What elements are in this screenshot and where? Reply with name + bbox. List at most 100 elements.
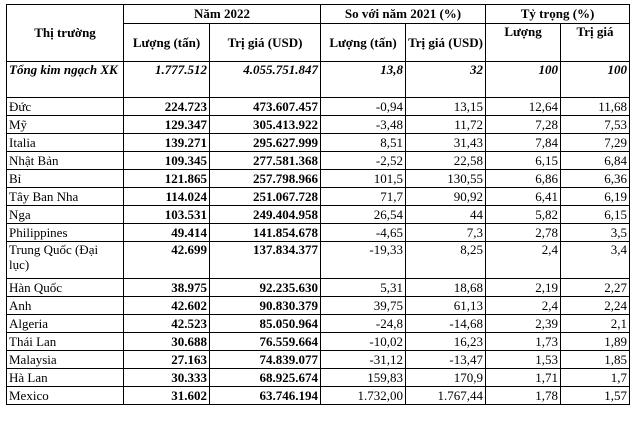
market-cell: Trung Quốc (Đại lục)	[6, 241, 124, 279]
value-change-cell: 16,23	[404, 332, 487, 351]
total-row: Tổng kim ngạch XK 1.777.512 4.055.751.84…	[6, 61, 631, 98]
market-cell: Philippines	[6, 223, 124, 242]
value-change-cell: 44	[404, 205, 487, 224]
value-change-cell: 18,68	[404, 278, 487, 297]
table-row: Nhật Bản 109.345 277.581.368 -2,52 22,58 6,15…	[6, 151, 631, 170]
volume-share-cell: 1,53	[485, 350, 562, 369]
volume-cell: 129.347	[123, 115, 210, 134]
value-cell: 141.854.678	[209, 223, 321, 242]
volume-share-cell: 7,84	[485, 133, 562, 152]
value-change-cell: 31,43	[404, 133, 487, 152]
volume-change-cell: 159,83	[320, 368, 406, 387]
volume-share-cell: 2,78	[485, 223, 562, 242]
table-row: Thái Lan 30.688 76.559.664 -10,02 16,23 1,73 1…	[6, 332, 631, 351]
volume-change-cell: 1.732,00	[320, 386, 406, 405]
header-share: Tỷ trọng (%)	[485, 4, 631, 24]
header-volume-2022: Lượng (tấn)	[123, 23, 210, 62]
volume-share-cell: 1,78	[485, 386, 562, 405]
value-share-cell: 2,1	[560, 314, 631, 333]
value-cell: 473.607.457	[209, 97, 321, 116]
volume-share-cell: 2,4	[485, 296, 562, 315]
header-volume-share: Lượng	[485, 23, 562, 62]
header-row-2: Lượng (tấn) Trị giá (USD) Lượng (tấn) Tr…	[7, 23, 631, 62]
value-cell: 76.559.664	[209, 332, 321, 351]
market-cell: Bỉ	[6, 169, 124, 188]
volume-share-cell: 6,15	[485, 151, 562, 170]
header-value-2022: Trị giá (USD)	[209, 23, 321, 62]
value-share-cell: 7,29	[560, 133, 631, 152]
volume-cell: 30.333	[123, 368, 210, 387]
volume-cell: 31.602	[123, 386, 210, 405]
value-cell: 63.746.194	[209, 386, 321, 405]
table-row: Malaysia 27.163 74.839.077 -31,12 -13,47 1,53…	[6, 350, 631, 369]
market-cell: Nga	[6, 205, 124, 224]
value-share-cell: 6,36	[560, 169, 631, 188]
value-share-cell: 3,5	[560, 223, 631, 242]
volume-change-cell: 101,5	[320, 169, 406, 188]
table-row: Hà Lan 30.333 68.925.674 159,83 170,9 1,71 1,7	[6, 368, 631, 387]
volume-change-cell: 26,54	[320, 205, 406, 224]
volume-cell: 38.975	[123, 278, 210, 297]
volume-share-cell: 6,86	[485, 169, 562, 188]
value-share-cell: 6,15	[560, 205, 631, 224]
market-cell: Malaysia	[6, 350, 124, 369]
header-volume-change: Lượng (tấn)	[320, 23, 406, 62]
volume-cell: 224.723	[123, 97, 210, 116]
value-change-cell: -13,47	[404, 350, 487, 369]
table-row: Nga 103.531 249.404.958 26,54 44 5,82 6,15	[6, 205, 631, 224]
volume-change-cell: 5,31	[320, 278, 406, 297]
volume-change-cell: 71,7	[320, 187, 406, 206]
volume-cell: 30.688	[123, 332, 210, 351]
value-change-cell: 22,58	[404, 151, 487, 170]
volume-cell: 109.345	[123, 151, 210, 170]
value-change-cell: 90,92	[404, 187, 487, 206]
value-change-cell: 170,9	[404, 368, 487, 387]
value-cell: 74.839.077	[209, 350, 321, 369]
market-cell: Mỹ	[6, 115, 124, 134]
volume-cell: 114.024	[123, 187, 210, 206]
market-cell: Nhật Bản	[6, 151, 124, 170]
volume-share-cell: 7,28	[485, 115, 562, 134]
value-cell: 295.627.999	[209, 133, 321, 152]
value-cell: 277.581.368	[209, 151, 321, 170]
volume-cell: 42.523	[123, 314, 210, 333]
value-change-cell: 61,13	[404, 296, 487, 315]
market-cell: Thái Lan	[6, 332, 124, 351]
header-value-change: Trị giá (USD)	[404, 23, 487, 62]
volume-change-cell: -10,02	[320, 332, 406, 351]
value-cell: 90.830.379	[209, 296, 321, 315]
volume-cell: 103.531	[123, 205, 210, 224]
volume-cell: 42.602	[123, 296, 210, 315]
market-cell: Tây Ban Nha	[6, 187, 124, 206]
value-change-cell: -14,68	[404, 314, 487, 333]
value-share-cell: 1,89	[560, 332, 631, 351]
table-row: Bỉ 121.865 257.798.966 101,5 130,55 6,86 6,36	[6, 169, 631, 188]
value-share-cell: 1,85	[560, 350, 631, 369]
volume-share-cell: 5,82	[485, 205, 562, 224]
value-share-cell: 6,19	[560, 187, 631, 206]
value-cell: 92.235.630	[209, 278, 321, 297]
volume-cell: 121.865	[123, 169, 210, 188]
volume-share-cell: 1,73	[485, 332, 562, 351]
volume-change-cell: -0,94	[320, 97, 406, 116]
market-cell: Algeria	[6, 314, 124, 333]
value-change-cell: 130,55	[404, 169, 487, 188]
header-row-1: Thị trường Năm 2022 So với năm 2021 (%) …	[6, 4, 631, 62]
volume-share-cell: 2,4	[485, 241, 562, 279]
value-cell: 257.798.966	[209, 169, 321, 188]
total-volume-share: 100	[485, 61, 562, 98]
value-cell: 85.050.964	[209, 314, 321, 333]
table-row: Anh 42.602 90.830.379 39,75 61,13 2,4 2,24	[6, 296, 631, 315]
table-row: Đức 224.723 473.607.457 -0,94 13,15 12,64 11,6…	[6, 97, 631, 116]
volume-change-cell: -31,12	[320, 350, 406, 369]
volume-change-cell: -2,52	[320, 151, 406, 170]
value-share-cell: 2,27	[560, 278, 631, 297]
total-value-share: 100	[560, 61, 631, 98]
volume-share-cell: 12,64	[485, 97, 562, 116]
market-cell: Anh	[6, 296, 124, 315]
header-market: Thị trường	[6, 4, 124, 62]
volume-share-cell: 2,39	[485, 314, 562, 333]
table-row: Trung Quốc (Đại lục) 42.699 137.834.377 -19…	[6, 241, 631, 279]
volume-share-cell: 1,71	[485, 368, 562, 387]
market-cell: Hà Lan	[6, 368, 124, 387]
